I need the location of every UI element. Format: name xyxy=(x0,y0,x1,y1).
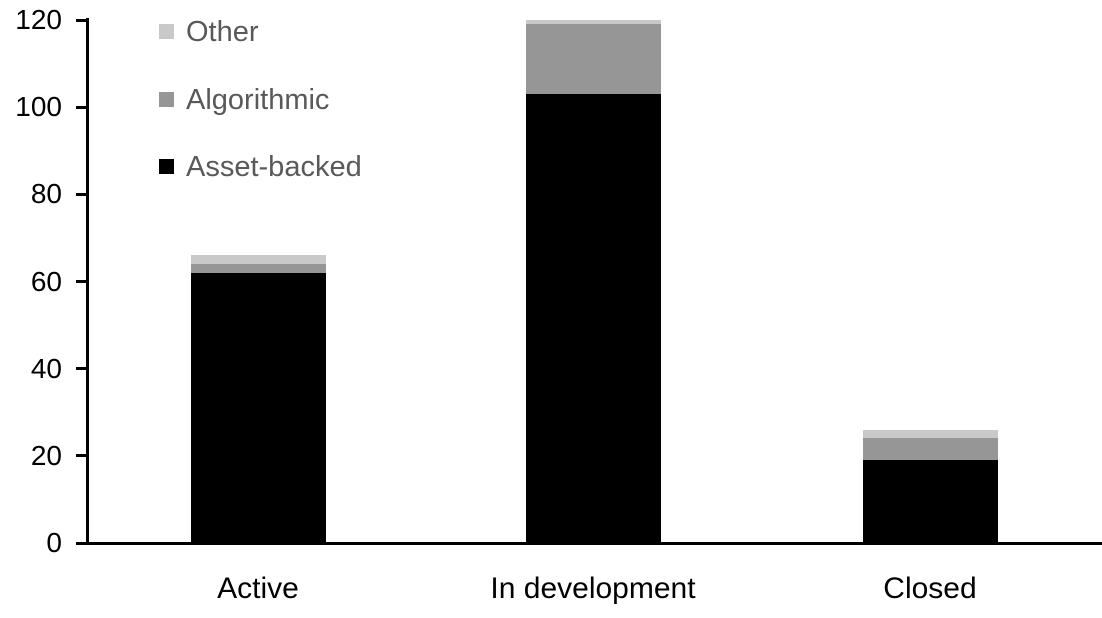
x-axis-line xyxy=(86,542,1102,545)
y-tick-label-40: 40 xyxy=(30,352,62,384)
y-tick-mark-100 xyxy=(76,105,88,109)
y-tick-label-80: 80 xyxy=(30,178,62,210)
legend-swatch-other-icon xyxy=(159,24,174,39)
legend-swatch-asset-backed-icon xyxy=(159,159,174,174)
legend-label-other: Other xyxy=(186,16,259,48)
bar-segment-asset-backed-in-development xyxy=(525,94,661,543)
y-tick-mark-20 xyxy=(76,454,88,458)
y-tick-label-100: 100 xyxy=(15,91,62,123)
y-tick-label-20: 20 xyxy=(30,439,62,471)
bar-segment-other-active xyxy=(190,255,326,265)
y-tick-mark-40 xyxy=(76,367,88,371)
x-axis-label-active: Active xyxy=(217,572,299,605)
bar-segment-algorithmic-in-development xyxy=(525,24,661,95)
y-tick-mark-0 xyxy=(76,541,88,545)
bar-segment-algorithmic-closed xyxy=(862,438,998,461)
y-tick-mark-80 xyxy=(76,192,88,196)
y-tick-label-60: 60 xyxy=(30,265,62,297)
y-tick-label-0: 0 xyxy=(46,527,62,558)
y-tick-mark-120 xyxy=(76,18,88,22)
legend-label-algorithmic: Algorithmic xyxy=(186,83,330,116)
x-axis-label-closed: Closed xyxy=(883,572,977,605)
bar-segment-other-closed xyxy=(862,429,998,439)
legend-label-asset-backed: Asset-backed xyxy=(186,151,362,183)
bar-segment-asset-backed-active xyxy=(190,272,326,543)
legend-swatch-algorithmic-icon xyxy=(159,91,174,107)
bar-segment-asset-backed-closed xyxy=(862,460,998,543)
y-tick-label-120: 120 xyxy=(15,4,62,35)
x-axis-label-in-development: In development xyxy=(490,572,696,605)
y-tick-mark-60 xyxy=(76,280,88,283)
bar-segment-algorithmic-active xyxy=(190,264,326,273)
bar-segment-other-in-development xyxy=(525,20,661,25)
